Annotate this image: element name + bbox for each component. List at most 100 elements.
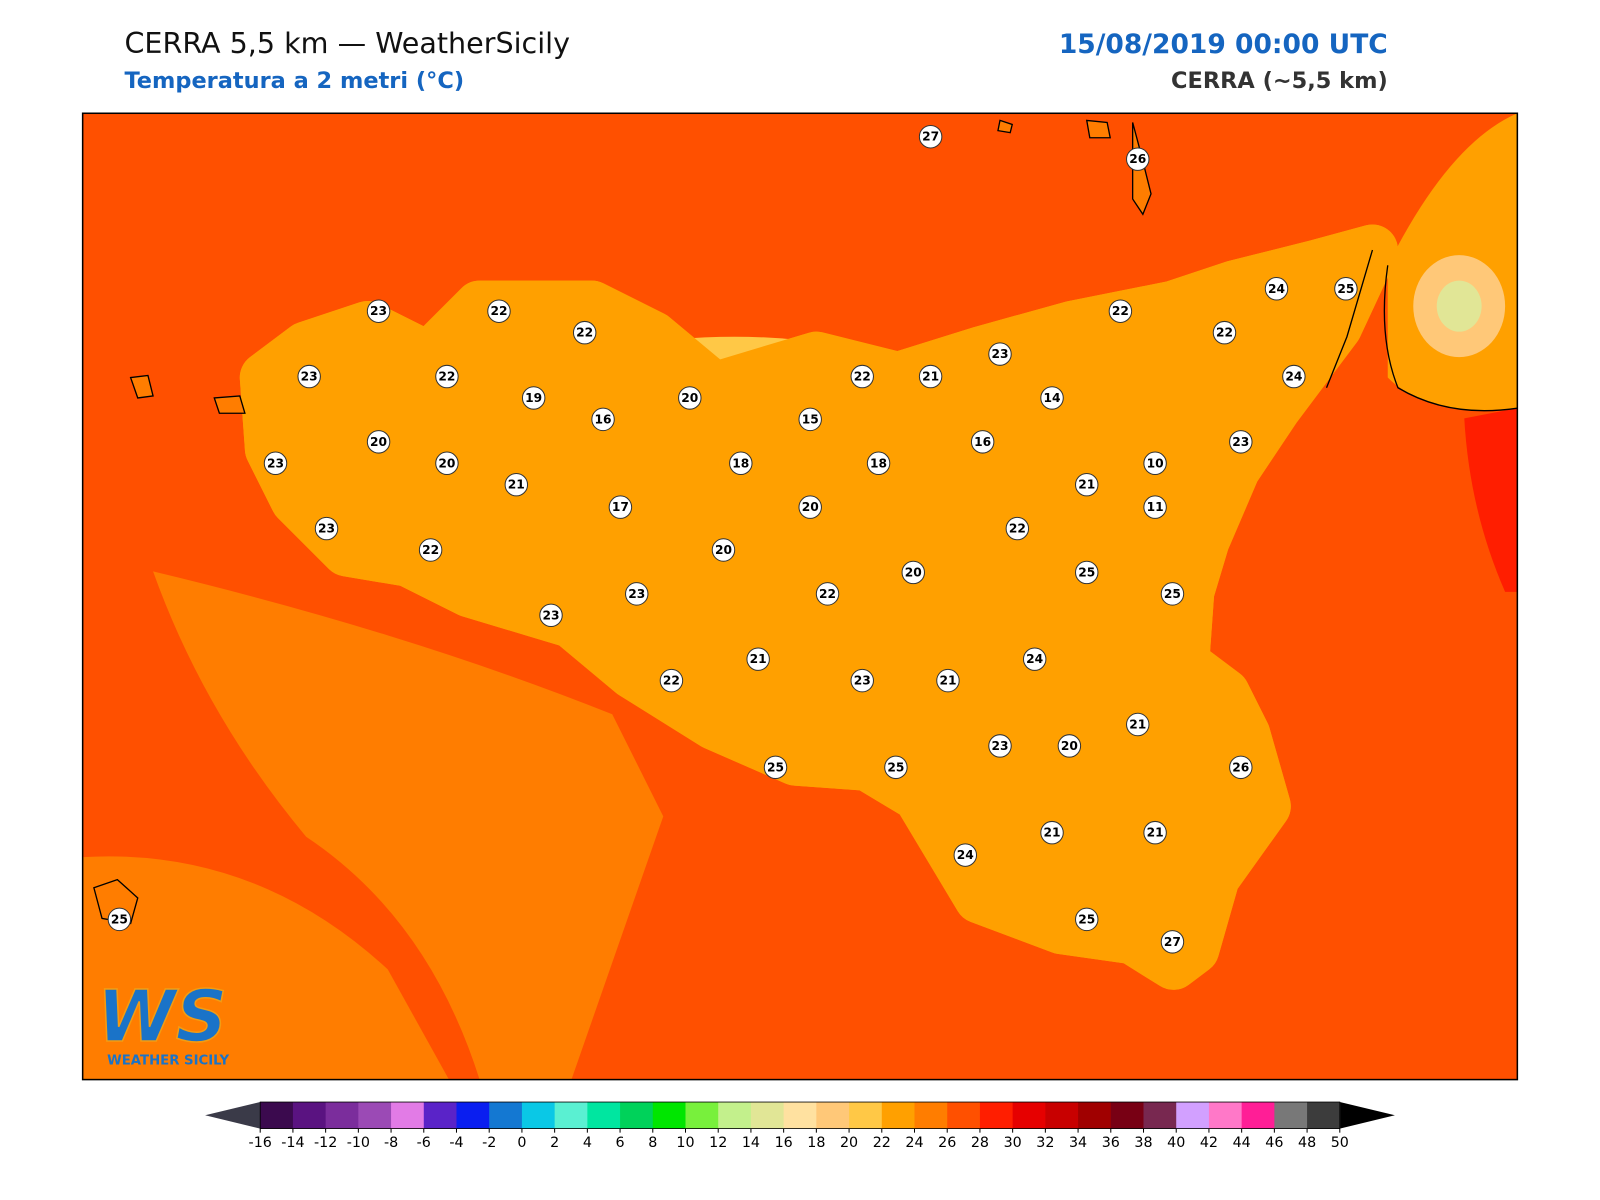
- colorbar-tick-label: 8: [648, 1135, 657, 1151]
- station: 25: [1334, 277, 1358, 301]
- station-value: 22: [854, 370, 871, 384]
- station-value: 25: [767, 760, 784, 774]
- logo-mark: WS: [97, 975, 227, 1058]
- station-value: 25: [1164, 587, 1181, 601]
- station-value: 22: [1216, 326, 1233, 340]
- station: 20: [366, 430, 391, 454]
- station: 18: [866, 451, 891, 475]
- island: [93, 119, 1152, 925]
- station: 23: [314, 516, 339, 541]
- station: 11: [1143, 495, 1167, 519]
- station: 21: [918, 364, 943, 389]
- station: 22: [1005, 516, 1030, 541]
- colorbar-tick-label: 28: [971, 1135, 989, 1151]
- station: 24: [953, 843, 978, 867]
- station-marker: [953, 843, 978, 867]
- sea-field: [82, 856, 449, 1080]
- station: 25: [884, 755, 908, 780]
- station-value: 21: [1147, 826, 1164, 840]
- station: 20: [901, 560, 925, 585]
- station-marker: [1005, 516, 1030, 541]
- station: 19: [521, 386, 546, 410]
- colorbar-frame: [259, 1101, 1341, 1129]
- colorbar-segment: [881, 1102, 916, 1129]
- colorbar-tick-label: 50: [1331, 1135, 1349, 1151]
- station: 23: [366, 299, 391, 323]
- station-marker: [936, 668, 960, 693]
- colorbar-segment: [1012, 1102, 1046, 1129]
- colorbar-segment: [260, 1102, 294, 1129]
- station-marker: [263, 451, 288, 475]
- station-value: 23: [1232, 435, 1249, 449]
- colorbar-segment: [1110, 1102, 1145, 1129]
- station-value: 24: [957, 848, 974, 862]
- station: 20: [711, 538, 736, 562]
- station-value: 11: [1147, 500, 1164, 514]
- station-value: 22: [438, 370, 455, 384]
- station-value: 27: [922, 130, 939, 144]
- station: 27: [918, 125, 943, 149]
- colorbar-tick-label: -8: [384, 1135, 398, 1151]
- colorbar-tick-label: -2: [482, 1135, 496, 1151]
- station-value: 27: [1164, 935, 1181, 949]
- station-value: 24: [1026, 652, 1043, 666]
- station-marker: [314, 516, 339, 541]
- colorbar-tick-label: 44: [1233, 1135, 1251, 1151]
- colorbar-tick-label: 20: [840, 1135, 858, 1151]
- station-marker: [850, 364, 874, 389]
- title: CERRA 5,5 km — WeatherSicily: [124, 26, 570, 60]
- station-marker: [1075, 907, 1099, 932]
- map-frame: [81, 112, 1519, 1081]
- station: 22: [659, 668, 684, 693]
- colorbar-segment: [391, 1102, 425, 1129]
- station-marker: [572, 320, 597, 345]
- station-value: 25: [111, 912, 128, 926]
- station-value: 20: [438, 456, 455, 470]
- station: 23: [1229, 430, 1253, 454]
- station-marker: [1022, 647, 1047, 671]
- station-value: 25: [1078, 565, 1095, 579]
- station-value: 21: [1078, 478, 1095, 492]
- station-marker: [798, 495, 822, 519]
- station-marker: [297, 364, 321, 389]
- station-value: 22: [490, 304, 507, 318]
- station: 20: [435, 451, 459, 475]
- colorbar-tick-label: -6: [417, 1135, 431, 1151]
- colorbar-segment: [620, 1102, 654, 1129]
- station-marker: [625, 582, 649, 606]
- colorbar-tick-label: 6: [616, 1135, 625, 1151]
- station-value: 20: [802, 500, 819, 514]
- station-value: 16: [595, 412, 612, 426]
- station: 16: [591, 407, 615, 432]
- station: 25: [763, 755, 788, 780]
- station-marker: [901, 560, 925, 585]
- model-label: CERRA (~5,5 km): [1171, 68, 1388, 94]
- station-marker: [659, 668, 684, 693]
- colorbar-segment: [521, 1102, 556, 1129]
- station-value: 22: [663, 674, 680, 688]
- station-marker: [815, 582, 840, 606]
- station: 22: [487, 299, 511, 323]
- station-value: 18: [870, 456, 887, 470]
- map: 27 26 23 22 22 22 22 24 25 23 22 22 21 23 24 19 20 16 15 14…: [82, 113, 1518, 1080]
- station-value: 17: [612, 500, 629, 514]
- station-value: 18: [732, 456, 749, 470]
- colorbar-tick-label: 14: [742, 1135, 760, 1151]
- station-value: 23: [543, 608, 560, 622]
- station-marker: [918, 364, 943, 389]
- station-value: 23: [991, 739, 1008, 753]
- sea-field: [1464, 408, 1518, 592]
- station-value: 24: [1285, 370, 1302, 384]
- colorbar-tick-label: 38: [1134, 1135, 1152, 1151]
- colorbar-segment: [325, 1102, 359, 1129]
- station-marker: [1229, 755, 1253, 780]
- station: 22: [418, 538, 443, 562]
- station-value: 22: [422, 543, 439, 557]
- colorbar-over: [1339, 1102, 1395, 1129]
- station-marker: [1143, 820, 1167, 845]
- station: 23: [297, 364, 321, 389]
- colorbar-segment: [750, 1102, 785, 1129]
- colorbar-segment: [1307, 1102, 1341, 1129]
- station: 17: [608, 495, 633, 519]
- station-marker: [798, 407, 822, 432]
